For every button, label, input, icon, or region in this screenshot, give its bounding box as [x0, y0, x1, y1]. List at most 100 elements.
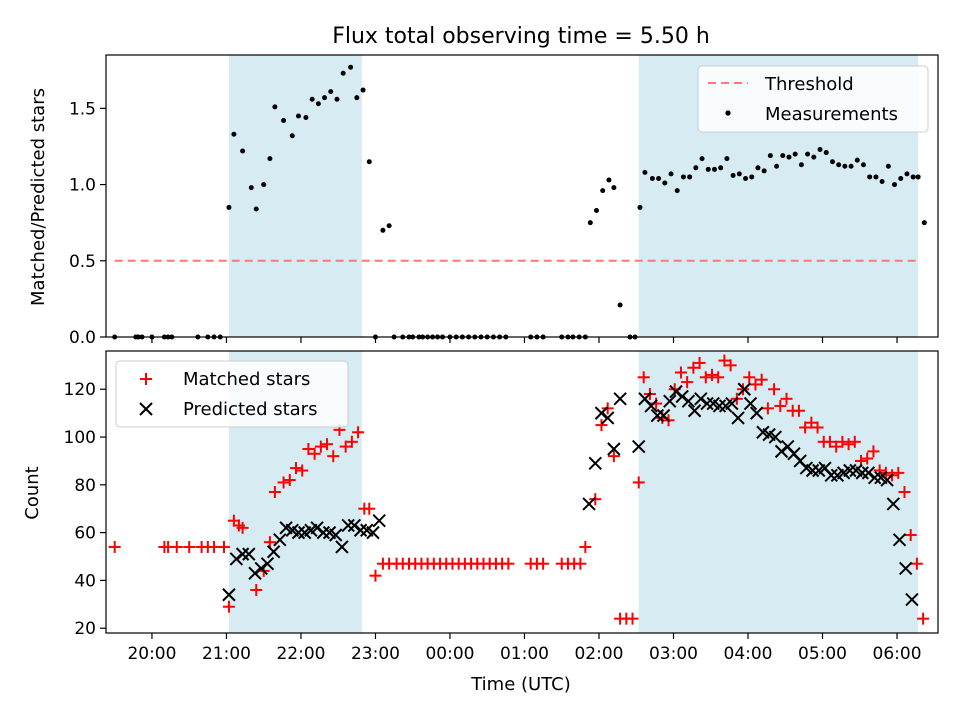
predicted-point-b-22 — [360, 523, 374, 537]
matched-point-97 — [805, 416, 818, 429]
measurement-point-23 — [303, 114, 309, 120]
predicted-point-b-67 — [855, 466, 869, 480]
measurement-point-87 — [724, 156, 730, 162]
predicted-point-b-24 — [372, 513, 386, 528]
predicted-point-b-55 — [781, 439, 795, 454]
matched-point-62 — [589, 493, 602, 506]
measurement-point-79 — [674, 188, 680, 194]
measurement-point-69 — [611, 185, 617, 191]
top-y-ticks: 0.0 0.5 1.0 1.5 — [69, 99, 106, 348]
matched-point-69 — [632, 476, 645, 489]
matched-point-106 — [861, 452, 874, 465]
xtick-label-5: 01:00 — [500, 644, 549, 664]
predicted-point-23 — [366, 525, 380, 540]
predicted-point-b-6 — [260, 556, 275, 571]
predicted-point-b-46 — [725, 396, 739, 411]
matched-point-15 — [263, 536, 276, 549]
predicted-point-35 — [656, 408, 671, 423]
observing-window-top-0 — [228, 55, 362, 337]
predicted-point-30 — [613, 392, 627, 406]
matched-point-76 — [674, 366, 687, 379]
predicted-point-27 — [594, 406, 609, 420]
matched-point-100 — [823, 435, 836, 448]
measurement-point-101 — [811, 154, 817, 160]
matched-point-82 — [712, 371, 725, 384]
predicted-point-b-27 — [594, 406, 609, 420]
predicted-point-11 — [291, 525, 306, 540]
bottom-legend: Matched stars Predicted stars — [115, 360, 349, 428]
predicted-point-69 — [867, 470, 882, 485]
bottom-plot-frame — [105, 350, 939, 634]
bottom-ytick-label-5: 120 — [64, 380, 96, 400]
measurement-point-12 — [226, 204, 232, 210]
measurement-point-119 — [921, 220, 927, 226]
measurement-point-103 — [823, 150, 829, 156]
matched-point-56 — [537, 557, 550, 570]
predicted-point-24 — [372, 513, 386, 528]
bottom-star-points — [108, 354, 930, 625]
matched-point-91 — [768, 383, 781, 396]
measurement-point-82 — [693, 165, 699, 171]
predicted-point-b-62 — [824, 468, 838, 482]
bottom-x-ticks: 20:00 21:00 22:00 23:00 00:00 01:00 02:00 03:00… — [127, 633, 922, 664]
predicted-point-b-54 — [774, 444, 789, 459]
measurement-point-26 — [322, 95, 328, 101]
measurement-point-84 — [705, 166, 711, 172]
measurement-point-77 — [662, 180, 668, 186]
predicted-point-b-10 — [285, 523, 299, 537]
matched-point-21 — [302, 442, 315, 455]
predicted-point-38 — [675, 389, 689, 404]
measurement-point-13 — [231, 131, 237, 137]
measurement-point-65 — [587, 220, 593, 226]
measurement-point-83 — [699, 156, 705, 162]
predicted-point-31 — [632, 439, 646, 454]
legend-measurements-swatch — [725, 110, 731, 116]
legend-matched-swatch — [140, 373, 152, 385]
measurement-point-35 — [380, 227, 386, 233]
measurement-point-33 — [366, 159, 372, 165]
measurement-point-97 — [786, 154, 792, 160]
predicted-point-b-49 — [743, 396, 758, 411]
measurement-point-98 — [792, 151, 798, 157]
measurement-point-28 — [334, 96, 340, 102]
predicted-point-39 — [681, 394, 696, 408]
matched-point-83 — [718, 354, 731, 367]
predicted-point-b-16 — [322, 525, 337, 540]
legend-threshold-label: Threshold — [764, 74, 854, 95]
predicted-point-b-30 — [613, 392, 627, 406]
matched-point-72 — [650, 397, 663, 410]
measurement-point-102 — [817, 147, 823, 153]
predicted-point-18 — [335, 540, 349, 554]
top-y-axis-label: Matched/Predicted stars — [28, 88, 49, 306]
matched-point-90 — [761, 402, 774, 415]
observing-window-bottom-1 — [638, 351, 919, 633]
top-chart-title: Flux total observing time = 5.50 h — [332, 24, 710, 49]
xtick-label-1: 21:00 — [202, 644, 251, 664]
matched-point-84 — [724, 359, 737, 372]
predicted-point-b-4 — [248, 566, 262, 580]
measurement-point-116 — [904, 171, 910, 177]
predicted-point-b-0 — [222, 588, 236, 602]
measurement-point-30 — [348, 64, 354, 70]
matched-point-22 — [308, 447, 321, 460]
predicted-point-b-23 — [366, 525, 380, 540]
predicted-point-54 — [774, 444, 789, 459]
predicted-point-b-25 — [582, 497, 596, 511]
predicted-point-20 — [347, 518, 362, 533]
predicted-point-b-66 — [849, 463, 863, 478]
predicted-point-41 — [694, 392, 708, 406]
predicted-point-b-20 — [347, 518, 362, 533]
bottom-ytick-label-3: 80 — [74, 476, 96, 496]
predicted-point-b-50 — [749, 406, 764, 420]
measurement-point-112 — [879, 179, 885, 185]
predicted-point-75 — [905, 592, 919, 607]
measurement-point-78 — [668, 171, 674, 177]
predicted-point-b-32 — [638, 392, 652, 406]
legend-predicted-label: Predicted stars — [183, 399, 317, 420]
predicted-point-b-44 — [712, 399, 727, 413]
predicted-point-b-15 — [316, 525, 331, 540]
measurement-point-96 — [780, 153, 786, 159]
predicted-point-b-71 — [880, 473, 894, 487]
predicted-point-b-48 — [737, 382, 751, 396]
